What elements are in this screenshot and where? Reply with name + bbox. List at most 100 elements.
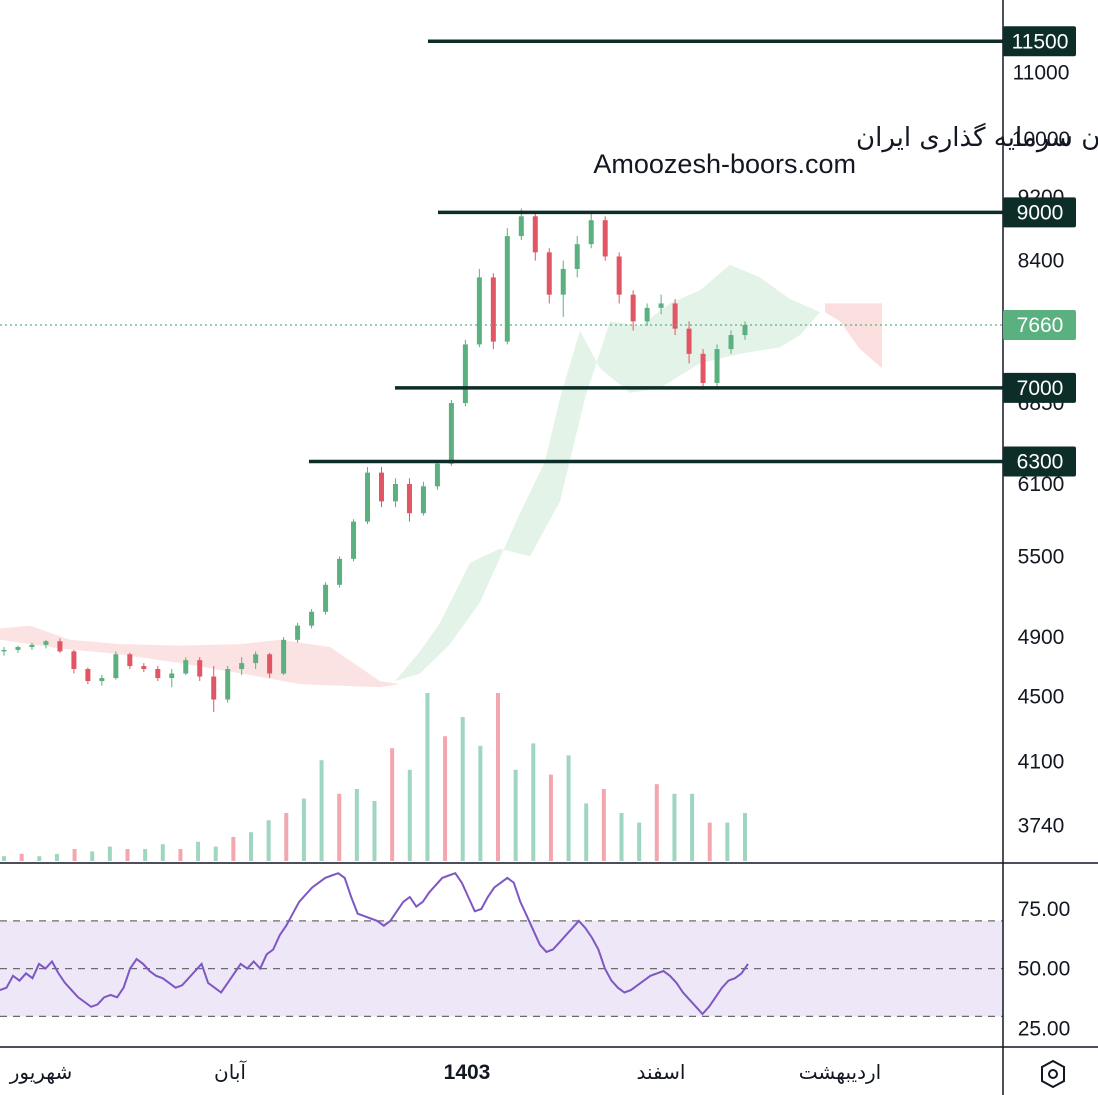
candle	[211, 666, 217, 713]
candle-body	[644, 307, 650, 322]
candle	[239, 657, 245, 676]
candle-body	[169, 673, 175, 679]
candle-body	[113, 654, 119, 679]
volume-bar	[19, 853, 24, 861]
rsi-pane	[0, 872, 1003, 1018]
volume-bar	[337, 793, 342, 861]
chart-settings-icon[interactable]	[1041, 1059, 1065, 1089]
candle-body	[127, 654, 133, 667]
candle	[169, 669, 175, 688]
volume-bars	[2, 693, 747, 861]
level-tag-label: 11500	[1012, 30, 1069, 53]
watermark-title: انجمن خبرگان سرمایه گذاری ایران	[856, 122, 1098, 153]
candle-body	[742, 324, 748, 336]
candle	[672, 299, 678, 336]
current-price-tag: 7660	[1003, 309, 1076, 340]
candle-body	[155, 669, 161, 679]
candle	[113, 651, 119, 680]
volume-bar	[496, 693, 500, 861]
candle	[253, 651, 259, 670]
rsi-tick-label: 25.00	[1018, 1017, 1071, 1040]
candle	[504, 228, 510, 345]
candle	[448, 399, 454, 466]
volume-bar	[143, 849, 148, 861]
rsi-axis: 75.00 50.00 25.00	[1018, 898, 1071, 1040]
volume-bar	[390, 748, 395, 861]
candle	[127, 652, 133, 670]
volume-bar	[725, 822, 730, 861]
candle-body	[29, 644, 35, 648]
candle	[490, 273, 496, 350]
candlesticks	[1, 208, 748, 713]
candle-body	[420, 486, 426, 514]
level-tag-box	[1003, 197, 1076, 228]
volume-bar	[72, 849, 77, 861]
candle-body	[406, 484, 412, 514]
candle-body	[630, 294, 636, 322]
watermark-url: Amoozesh-boors.com	[593, 149, 856, 179]
cloud-bear-future	[825, 303, 882, 369]
price-tick-label: 10000	[1012, 128, 1070, 151]
candle	[630, 290, 636, 331]
candle	[462, 339, 468, 407]
candle	[15, 645, 21, 653]
candle	[267, 652, 273, 679]
volume-bar	[301, 798, 306, 861]
volume-bar	[566, 755, 571, 861]
candle	[546, 248, 552, 304]
ichimoku-cloud	[0, 264, 882, 688]
volume-bar	[90, 851, 95, 861]
candle-body	[616, 256, 622, 295]
candle-body	[392, 484, 398, 502]
candle-body	[323, 584, 329, 612]
candle	[476, 268, 482, 348]
candle-body	[672, 303, 678, 329]
candle-body	[1, 649, 7, 652]
level-tag-label: 9000	[1017, 201, 1064, 224]
price-tick-label: 3740	[1018, 815, 1065, 838]
candle	[71, 649, 77, 674]
candle-body	[239, 663, 245, 670]
rsi-tick-label: 50.00	[1018, 958, 1071, 981]
candle-body	[365, 472, 371, 522]
candle-body	[141, 666, 147, 670]
candle	[183, 657, 189, 676]
candle-body	[183, 660, 189, 674]
volume-bar	[637, 822, 642, 861]
current-price-tag-box	[1003, 309, 1076, 340]
candle-body	[85, 669, 91, 682]
level-tag-box	[1003, 446, 1076, 477]
candle-body	[448, 403, 454, 464]
volume-bar	[107, 846, 112, 861]
candle-body	[434, 463, 440, 487]
candle	[714, 344, 720, 388]
cloud-bear-early	[0, 625, 400, 688]
volume-bar	[601, 789, 606, 861]
candle-body	[197, 660, 203, 677]
candle-body	[602, 220, 608, 257]
candle	[420, 481, 426, 516]
candle	[406, 478, 412, 522]
x-label-ordibehesht: اردیبهشت	[799, 1060, 881, 1084]
volume-bar	[178, 849, 183, 861]
volume-bar	[125, 849, 130, 861]
candle-body	[714, 349, 720, 383]
candle-body	[43, 641, 49, 645]
volume-bar	[354, 789, 359, 861]
candle-body	[267, 654, 273, 674]
candle	[700, 349, 706, 390]
volume-bar	[690, 793, 695, 861]
candle-body	[518, 216, 524, 237]
level-tag-box	[1003, 26, 1076, 57]
volume-bar	[54, 853, 59, 861]
volume-bar	[478, 745, 483, 861]
candle-body	[546, 252, 552, 295]
level-tag-label: 6300	[1017, 450, 1064, 473]
volume-bar	[407, 769, 412, 861]
candle	[392, 478, 398, 508]
candle	[57, 638, 63, 653]
candle	[365, 467, 371, 525]
volume-bar	[372, 801, 377, 861]
candle	[644, 303, 650, 326]
